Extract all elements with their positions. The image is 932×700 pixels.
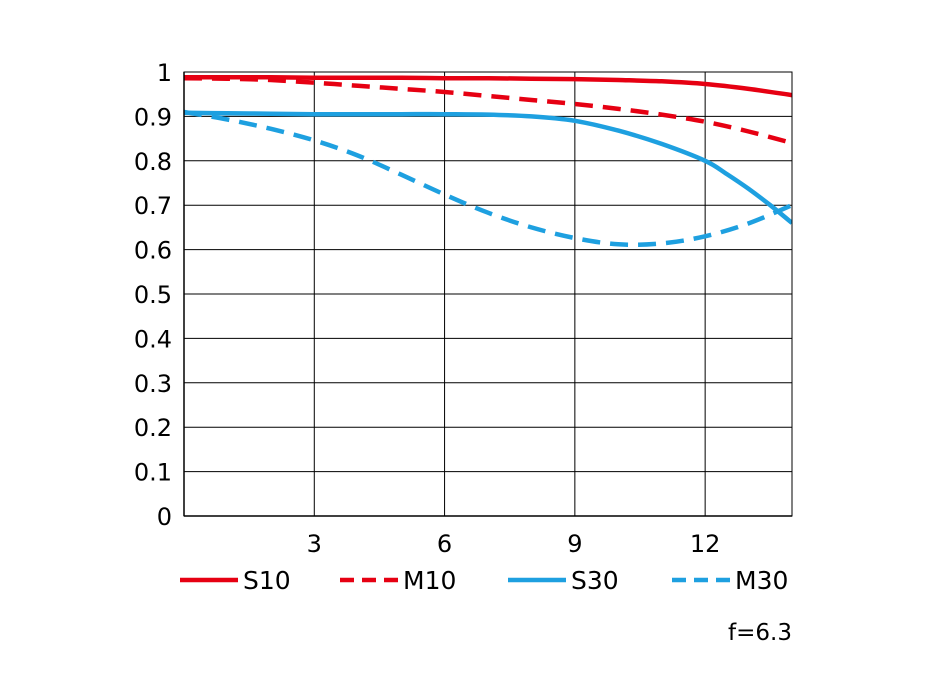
axes xyxy=(183,71,793,517)
series-line-m10 xyxy=(184,75,792,146)
legend-label-s10: S10 xyxy=(243,566,291,595)
series-line-s10 xyxy=(184,75,792,98)
y-tick-label: 0.9 xyxy=(134,103,172,131)
series-lines xyxy=(184,75,792,248)
y-tick-label: 0.5 xyxy=(134,281,172,309)
y-tick-label: 0.4 xyxy=(134,325,172,353)
y-tick-label: 0.1 xyxy=(134,459,172,487)
y-tick-label: 0.3 xyxy=(134,370,172,398)
legend-label-m10: M10 xyxy=(403,566,456,595)
y-tick-label: 1 xyxy=(157,59,172,87)
x-tick-label: 9 xyxy=(567,530,582,558)
x-tick-label: 3 xyxy=(307,530,322,558)
legend: S10 M10 S30 M30 xyxy=(180,566,788,595)
grid xyxy=(184,72,792,516)
y-tick-label: 0.2 xyxy=(134,414,172,442)
legend-label-s30: S30 xyxy=(571,566,619,595)
y-tick-label: 0.7 xyxy=(134,192,172,220)
y-tick-label: 0 xyxy=(157,503,172,531)
tick-labels: 0 0.1 0.2 0.3 0.4 0.5 0.6 0.7 0.8 0.9 1 3 6 9 12 xyxy=(134,59,721,558)
aperture-annotation: f=6.3 xyxy=(728,620,792,646)
y-tick-label: 0.6 xyxy=(134,237,172,265)
x-tick-label: 6 xyxy=(437,530,452,558)
y-tick-label: 0.8 xyxy=(134,148,172,176)
series-line-m30 xyxy=(184,109,792,248)
series-line-s30 xyxy=(184,110,792,225)
x-tick-label: 12 xyxy=(690,530,721,558)
legend-label-m30: M30 xyxy=(735,566,788,595)
